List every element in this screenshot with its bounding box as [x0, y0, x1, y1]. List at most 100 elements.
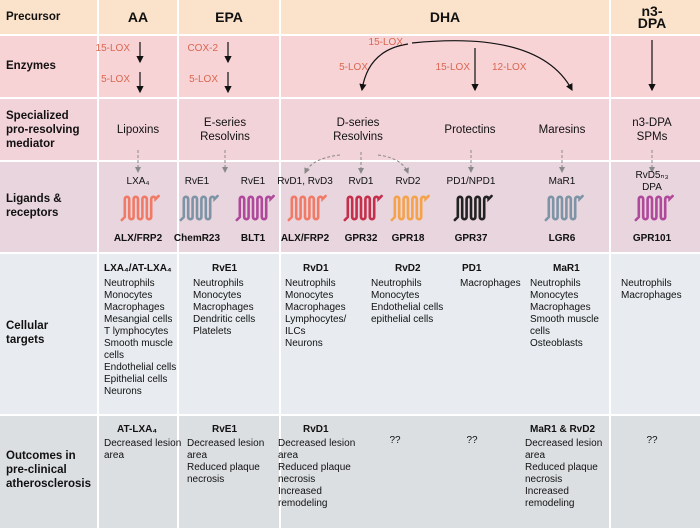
cell-type: Monocytes [285, 290, 334, 301]
outcome: Reduced plaque necrosis [525, 462, 598, 485]
outcome-heading: MaR1 & RvD2 [530, 424, 596, 435]
ligand: RvD5ₙ₃ DPA [635, 170, 669, 193]
ligand: RvD1, RvD3 [277, 176, 333, 187]
cell-type: Endothelial cells [371, 302, 444, 313]
cell-type: Neutrophils [371, 278, 422, 289]
cell-type: Neutrophils [530, 278, 581, 289]
outcome-heading: RvD1 [303, 424, 329, 435]
receptor-icon [343, 194, 383, 222]
enzyme: COX-2 [187, 43, 218, 54]
ligand: RvD1 [348, 176, 374, 187]
target-heading: PD1 [462, 263, 482, 274]
cell-type: Neurons [285, 338, 323, 349]
ligand: PD1/NPD1 [446, 176, 496, 187]
cell-type: Platelets [193, 326, 232, 337]
mediator: D-series Resolvins [333, 117, 383, 143]
precursor: AA [127, 9, 149, 25]
cell-type: Neutrophils [104, 278, 155, 289]
outcome: Reduced plaque necrosis [187, 462, 260, 485]
cell-type: T lymphocytes [104, 326, 169, 337]
cell-type: Macrophages [285, 302, 346, 313]
outcome: Decreased lesion area [525, 438, 603, 461]
outcome: Decreased lesion area [104, 438, 182, 461]
receptor-icon [390, 194, 430, 222]
precursor: EPA [215, 9, 243, 25]
target-heading: RvD1 [303, 263, 329, 274]
row-label: Enzymes [6, 60, 56, 72]
outcome: Reduced plaque necrosis [278, 462, 351, 485]
row-label: Precursor [6, 11, 61, 23]
receptor: ChemR23 [173, 233, 221, 244]
cell-type: Mesangial cells [104, 314, 173, 325]
enzyme: 15-LOX [368, 37, 403, 48]
receptor: LGR6 [548, 233, 576, 244]
outcome: ?? [466, 435, 478, 446]
ligand: RvD2 [395, 176, 421, 187]
cell-type: Monocytes [193, 290, 242, 301]
ligand: RvE1 [240, 176, 266, 187]
row-label: Outcomes in pre-clinical atherosclerosis [6, 450, 92, 490]
enzyme: 15-LOX [95, 43, 130, 54]
enzyme: 5-LOX [101, 74, 130, 85]
receptor: ALX/FRP2 [113, 233, 163, 244]
receptor: GPR18 [391, 233, 425, 244]
receptor: GPR101 [632, 233, 672, 244]
receptor-icon [634, 194, 674, 222]
cell-type: Macrophages [530, 302, 591, 313]
cell-type: Lymphocytes/ ILCs [285, 314, 347, 337]
receptor-icon [179, 194, 219, 222]
cell-type: Macrophages [104, 302, 165, 313]
mediator: Protectins [444, 124, 496, 136]
outcome: ?? [646, 435, 658, 446]
row-label: Cellular targets [6, 320, 49, 346]
outcome: Decreased lesion area [187, 438, 265, 461]
receptor: GPR37 [454, 233, 488, 244]
cell-type: Neurons [104, 386, 142, 397]
precursor: n3-DPA [637, 3, 667, 31]
receptor-icon [120, 194, 160, 222]
mediator: E-series Resolvins [200, 117, 250, 143]
cell-type: Monocytes [371, 290, 420, 301]
cell-type: Monocytes [104, 290, 153, 301]
outcome: ?? [389, 435, 401, 446]
cell-type: Neutrophils [621, 278, 672, 289]
row-label: Specialized pro-resolving mediator [6, 110, 80, 150]
cell-type: Osteoblasts [530, 338, 583, 349]
receptor: GPR32 [344, 233, 378, 244]
enzyme: 15-LOX [435, 62, 470, 73]
outcome: Increased remodeling [278, 486, 328, 509]
cell-type: Macrophages [460, 278, 521, 289]
mediator: n3-DPA SPMs [632, 117, 672, 143]
cell-type: Dendritic cells [193, 314, 256, 325]
row-label: Ligands & receptors [6, 193, 62, 219]
receptor-icon [453, 194, 493, 222]
cell-type: Epithelial cells [104, 374, 168, 385]
mediator: Maresins [538, 124, 586, 136]
cell-type: Macrophages [193, 302, 254, 313]
enzyme: 12-LOX [492, 62, 527, 73]
target-heading: RvE1 [212, 263, 238, 274]
ligand: MaR1 [548, 176, 576, 187]
receptor-icon [235, 194, 275, 222]
target-heading: LXA₄/AT-LXA₄ [104, 263, 172, 274]
enzyme: 5-LOX [339, 62, 368, 73]
receptor: ALX/FRP2 [280, 233, 330, 244]
ligand: LXA₄ [126, 176, 150, 187]
mediator: Lipoxins [116, 124, 160, 136]
target-heading: MaR1 [553, 263, 580, 274]
target-heading: RvD2 [395, 263, 421, 274]
enzyme: 5-LOX [189, 74, 218, 85]
cell-type: Smooth muscle cells [530, 314, 599, 337]
cell-type: Neutrophils [285, 278, 336, 289]
outcome-heading: RvE1 [212, 424, 238, 435]
outcome: Decreased lesion area [278, 438, 356, 461]
receptor-icon [544, 194, 584, 222]
outcome: Increased remodeling [525, 486, 575, 509]
cell-type: Macrophages [621, 290, 682, 301]
cell-type: Smooth muscle cells [104, 338, 173, 361]
precursor: DHA [429, 9, 461, 25]
receptor: BLT1 [240, 233, 266, 244]
cell-type: Monocytes [530, 290, 579, 301]
